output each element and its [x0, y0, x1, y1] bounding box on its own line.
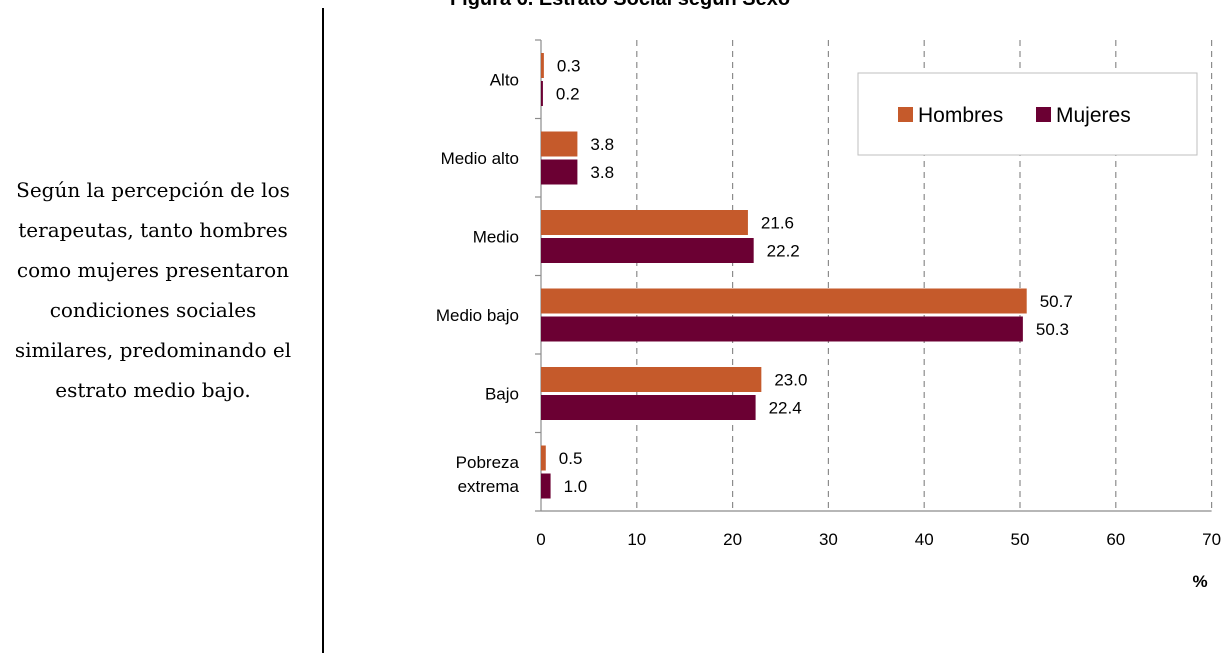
column-divider [322, 8, 324, 653]
category-label: Pobreza extrema [456, 453, 520, 496]
bar-mujeres [541, 81, 543, 106]
bar-mujeres [541, 395, 756, 420]
data-label: 3.8 [590, 135, 614, 154]
x-tick-label: 70 [1202, 530, 1221, 549]
x-axis-label: % [1192, 572, 1207, 591]
legend-box [857, 72, 1198, 156]
category-label: Medio [473, 227, 519, 246]
bar-mujeres [541, 473, 551, 499]
data-label: 0.3 [557, 57, 581, 76]
bar-hombres [541, 445, 546, 471]
data-label: 23.0 [774, 371, 807, 390]
x-tick-label: 20 [723, 530, 742, 549]
x-tick-label: 0 [536, 530, 545, 549]
category-label: Bajo [485, 384, 519, 403]
x-tick-label: 10 [627, 530, 646, 549]
legend-swatch [898, 107, 913, 122]
bar-hombres [541, 53, 544, 78]
bar-mujeres [541, 238, 754, 263]
data-label: 0.2 [556, 85, 580, 104]
bar-hombres [541, 288, 1027, 314]
data-label: 1.0 [564, 477, 588, 496]
data-label: 0.5 [559, 449, 583, 468]
category-label: Medio bajo [436, 306, 519, 325]
bar-mujeres [541, 159, 578, 185]
summary-text: Según la percepción de los terapeutas, t… [14, 178, 292, 402]
data-label: 50.3 [1036, 320, 1069, 339]
legend-swatch [1036, 107, 1051, 122]
x-tick-label: 60 [1106, 530, 1125, 549]
bar-hombres [541, 367, 762, 392]
category-label: Alto [490, 70, 519, 89]
category-label: Medio alto [441, 149, 519, 168]
chart-title: Figura 6. Estrato Social según Sexo [340, 0, 900, 11]
data-label: 21.6 [761, 214, 794, 233]
data-label: 3.8 [590, 163, 614, 182]
x-tick-label: 30 [819, 530, 838, 549]
bar-hombres [541, 131, 578, 157]
x-tick-label: 40 [915, 530, 934, 549]
legend-label: Mujeres [1056, 104, 1131, 127]
legend-label: Hombres [918, 104, 1003, 127]
data-label: 50.7 [1040, 292, 1073, 311]
data-label: 22.4 [769, 399, 802, 418]
bar-hombres [541, 210, 748, 235]
bar-mujeres [541, 316, 1023, 342]
data-label: 22.2 [767, 242, 800, 261]
x-tick-label: 50 [1011, 530, 1030, 549]
